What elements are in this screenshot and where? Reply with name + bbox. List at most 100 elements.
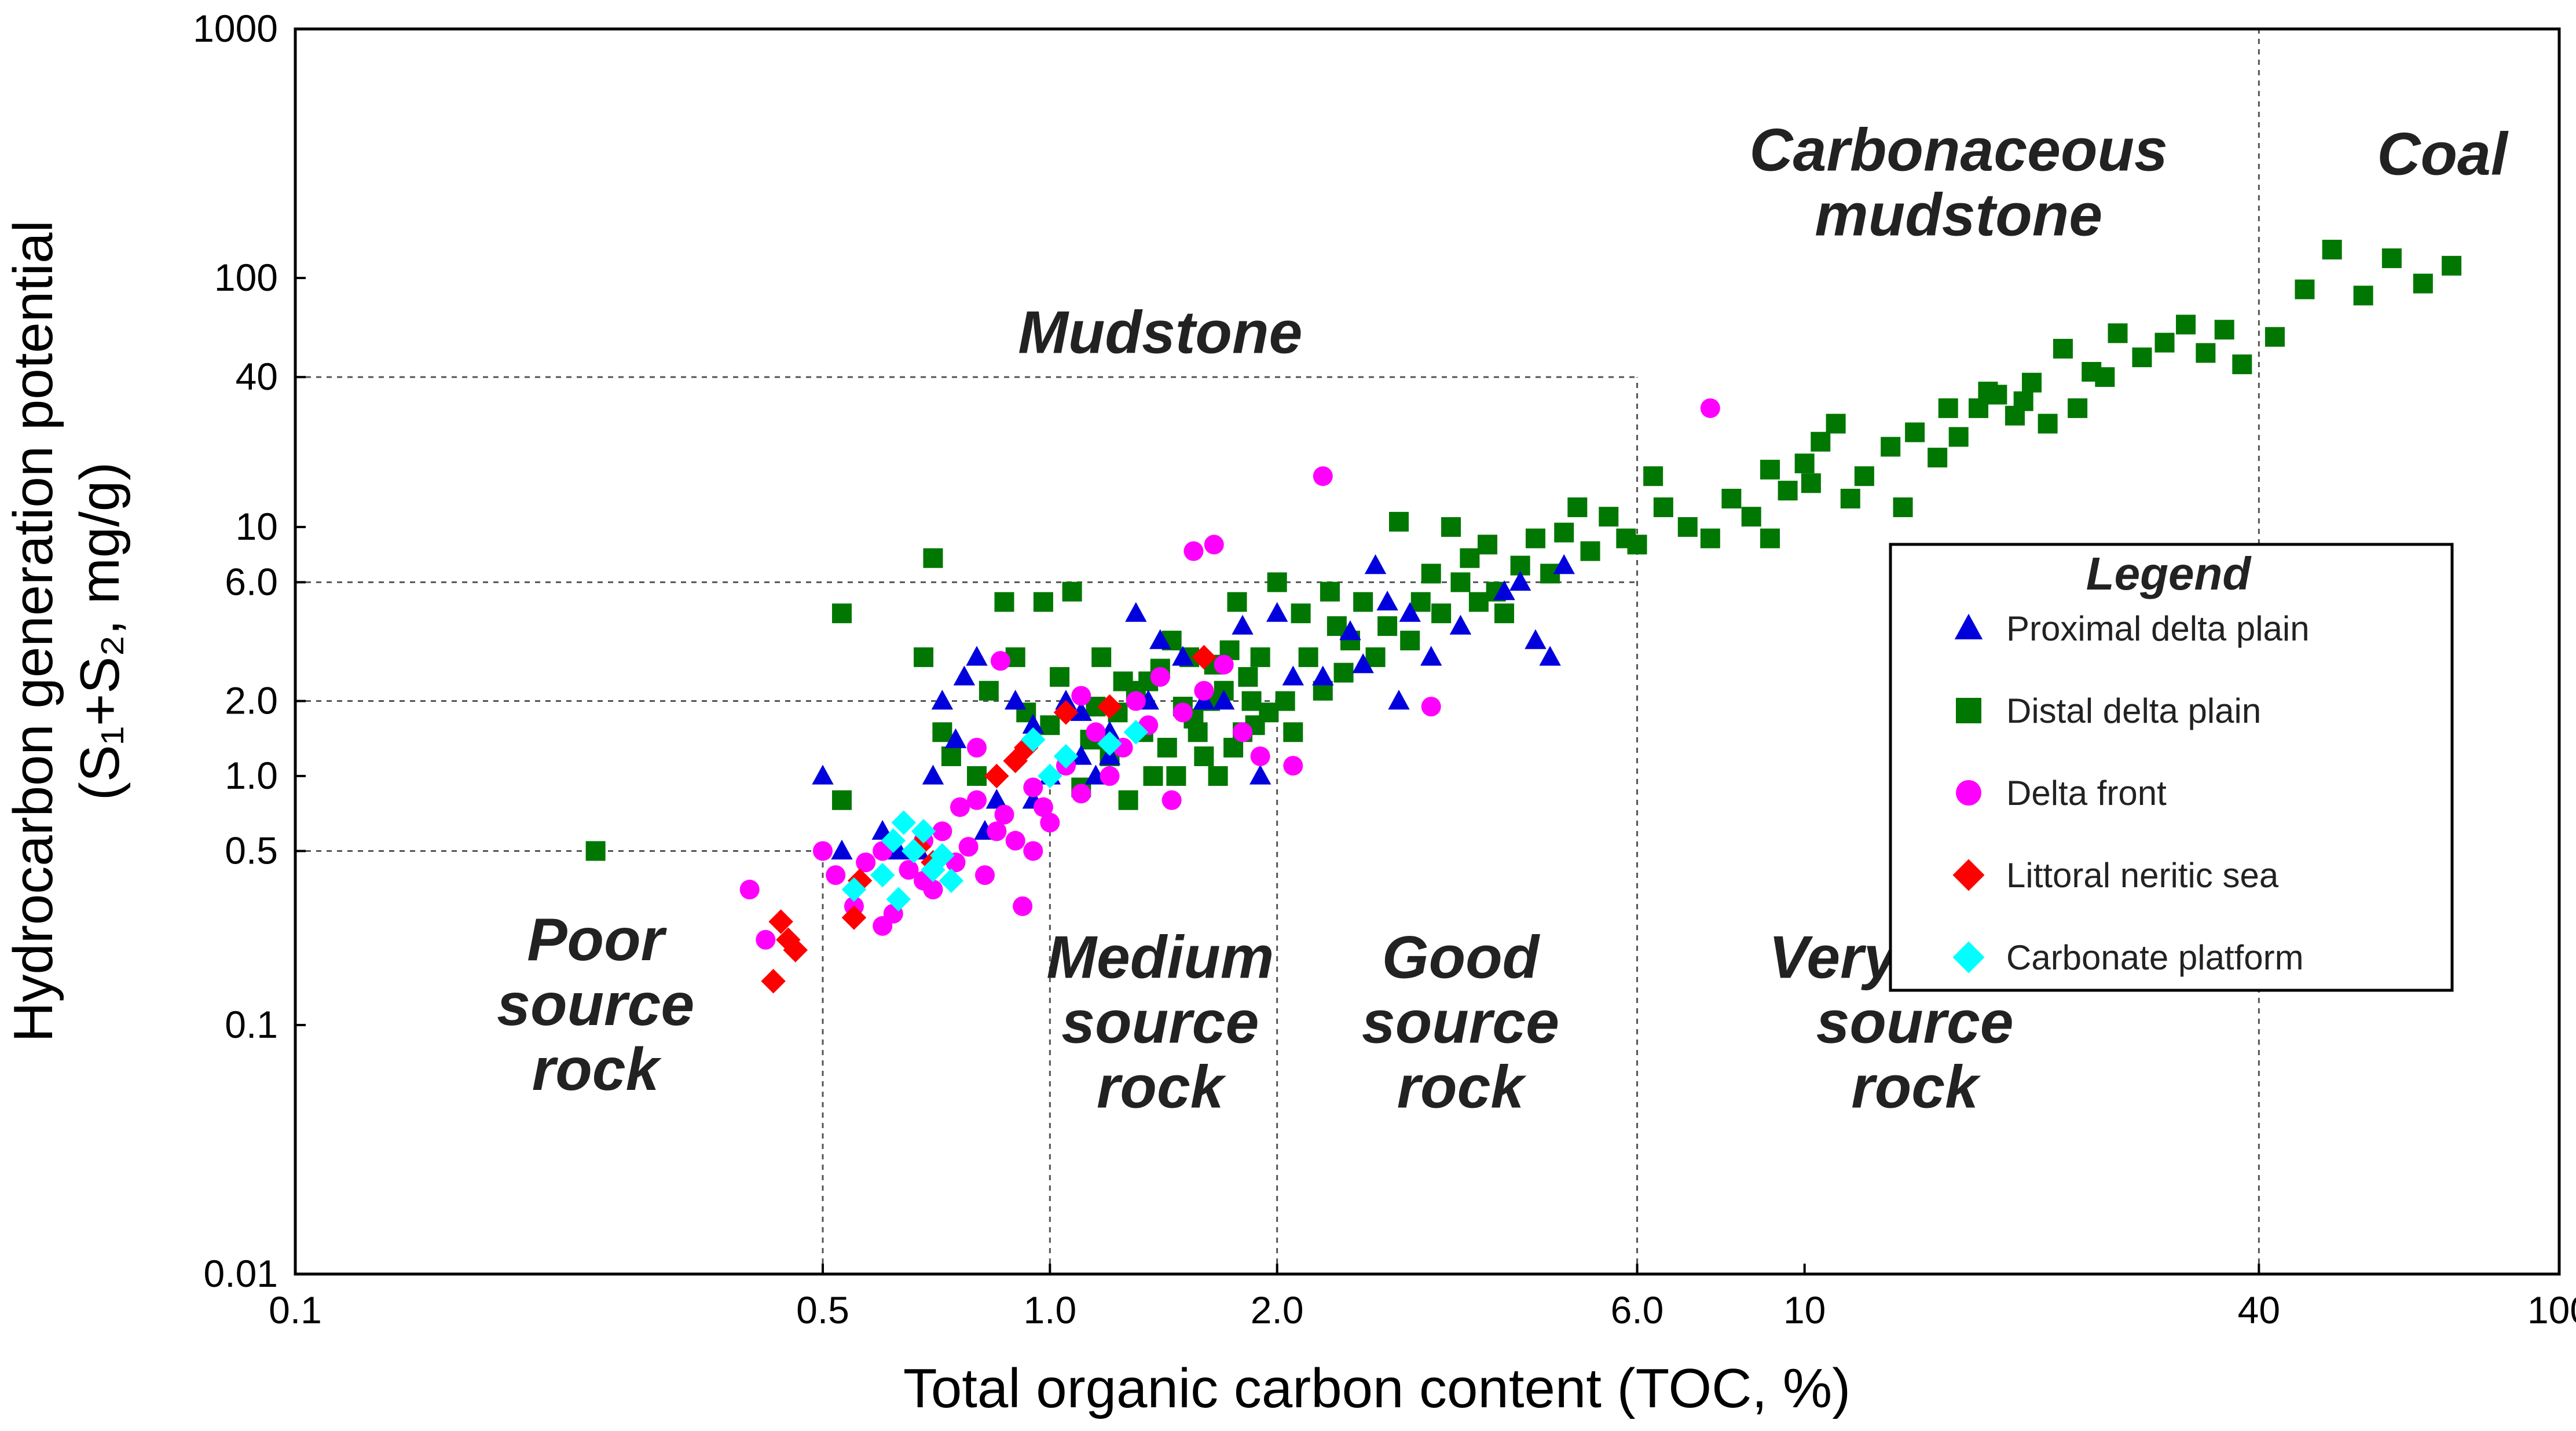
legend-label: Proximal delta plain bbox=[2006, 609, 2310, 648]
point-distal-delta-plain bbox=[1410, 592, 1431, 612]
point-distal-delta-plain bbox=[1333, 663, 1354, 683]
point-delta-front bbox=[1150, 667, 1170, 687]
point-delta-front bbox=[975, 865, 995, 885]
point-distal-delta-plain bbox=[1238, 667, 1258, 687]
point-distal-delta-plain bbox=[1194, 746, 1214, 766]
point-littoral-neritic-sea bbox=[1053, 700, 1079, 725]
point-distal-delta-plain bbox=[994, 592, 1014, 612]
region-label: rock bbox=[1097, 1053, 1227, 1121]
point-distal-delta-plain bbox=[2214, 320, 2234, 340]
point-carbonate-platform bbox=[870, 862, 895, 888]
point-carbonate-platform bbox=[930, 843, 955, 868]
point-delta-front bbox=[1421, 697, 1441, 717]
region-label: source bbox=[1816, 989, 2014, 1056]
point-proximal-delta-plain bbox=[1232, 614, 1254, 635]
region-label: Mudstone bbox=[1018, 299, 1302, 366]
axis-labels: Total organic carbon content (TOC, %) Hy… bbox=[2, 220, 1851, 1419]
point-distal-delta-plain bbox=[1525, 528, 1545, 548]
point-distal-delta-plain bbox=[2413, 273, 2433, 294]
point-distal-delta-plain bbox=[1494, 603, 1515, 624]
region-label: Poor bbox=[527, 906, 667, 973]
point-distal-delta-plain bbox=[585, 841, 606, 861]
point-delta-front bbox=[1313, 466, 1333, 486]
point-distal-delta-plain bbox=[1431, 603, 1452, 624]
region-label: source bbox=[1362, 989, 1559, 1056]
point-proximal-delta-plain bbox=[1509, 570, 1531, 591]
point-proximal-delta-plain bbox=[1125, 602, 1147, 622]
point-delta-front bbox=[1700, 398, 1720, 418]
point-delta-front bbox=[1126, 691, 1146, 711]
axis-ticks: 0.10.51.02.06.010401000.010.10.51.02.06.… bbox=[193, 7, 2576, 1331]
point-distal-delta-plain bbox=[2154, 332, 2175, 353]
point-distal-delta-plain bbox=[1062, 581, 1082, 602]
point-distal-delta-plain bbox=[1580, 541, 1600, 561]
point-distal-delta-plain bbox=[1826, 413, 1846, 434]
point-distal-delta-plain bbox=[1320, 581, 1340, 602]
point-proximal-delta-plain bbox=[1282, 665, 1304, 686]
point-distal-delta-plain bbox=[1778, 481, 1798, 501]
point-proximal-delta-plain bbox=[1449, 614, 1472, 635]
point-delta-front bbox=[1250, 746, 1270, 766]
point-distal-delta-plain bbox=[1760, 459, 1780, 480]
legend-marker bbox=[1956, 698, 1981, 723]
point-distal-delta-plain bbox=[923, 548, 943, 568]
point-distal-delta-plain bbox=[1477, 535, 1497, 555]
point-distal-delta-plain bbox=[1241, 691, 1262, 711]
x-tick-label: 6.0 bbox=[1611, 1289, 1664, 1331]
region-label: rock bbox=[1851, 1053, 1981, 1121]
legend-marker bbox=[1952, 859, 1985, 891]
point-distal-delta-plain bbox=[1091, 647, 1112, 667]
point-distal-delta-plain bbox=[1208, 766, 1228, 786]
point-distal-delta-plain bbox=[1298, 647, 1318, 667]
point-proximal-delta-plain bbox=[1420, 646, 1442, 666]
point-proximal-delta-plain bbox=[922, 764, 944, 785]
legend-box bbox=[1889, 543, 2454, 992]
point-distal-delta-plain bbox=[1643, 466, 1663, 486]
y-tick-label: 0.01 bbox=[204, 1252, 278, 1295]
point-distal-delta-plain bbox=[1928, 448, 1948, 468]
point-proximal-delta-plain bbox=[1553, 554, 1575, 574]
point-distal-delta-plain bbox=[1905, 422, 1925, 442]
point-proximal-delta-plain bbox=[953, 665, 976, 686]
legend-label: Distal delta plain bbox=[2006, 691, 2261, 730]
point-distal-delta-plain bbox=[1421, 563, 1441, 584]
point-distal-delta-plain bbox=[1400, 631, 1420, 651]
point-proximal-delta-plain bbox=[812, 764, 834, 785]
point-proximal-delta-plain bbox=[1212, 690, 1235, 710]
point-distal-delta-plain bbox=[2264, 327, 2285, 347]
point-delta-front bbox=[994, 804, 1014, 825]
region-label: source bbox=[497, 971, 694, 1038]
point-proximal-delta-plain bbox=[1172, 646, 1194, 666]
point-distal-delta-plain bbox=[1377, 616, 1398, 636]
point-proximal-delta-plain bbox=[1352, 653, 1374, 674]
x-tick-label: 40 bbox=[2238, 1289, 2280, 1331]
point-proximal-delta-plain bbox=[1004, 690, 1027, 710]
region-label: Carbonaceous bbox=[1749, 117, 2167, 184]
point-distal-delta-plain bbox=[1460, 548, 1480, 568]
point-carbonate-platform bbox=[891, 810, 916, 835]
point-proximal-delta-plain bbox=[831, 839, 853, 860]
point-distal-delta-plain bbox=[1365, 647, 1386, 667]
region-label: Medium bbox=[1046, 924, 1274, 991]
point-proximal-delta-plain bbox=[1399, 602, 1421, 622]
point-carbonate-platform bbox=[1097, 731, 1122, 756]
point-carbonate-platform bbox=[1021, 727, 1046, 752]
point-distal-delta-plain bbox=[1627, 535, 1647, 555]
y-axis-label-line2: (S₁+S₂, mg/g) bbox=[69, 462, 131, 800]
point-delta-front bbox=[1161, 790, 1182, 810]
point-distal-delta-plain bbox=[1157, 738, 1177, 758]
point-littoral-neritic-sea bbox=[783, 938, 808, 962]
point-delta-front bbox=[1071, 784, 1091, 804]
point-delta-front bbox=[1283, 756, 1303, 776]
point-distal-delta-plain bbox=[2095, 367, 2115, 387]
point-distal-delta-plain bbox=[1291, 603, 1311, 624]
point-delta-front bbox=[873, 916, 893, 936]
point-delta-front bbox=[1100, 766, 1120, 786]
point-delta-front bbox=[1204, 535, 1224, 555]
point-distal-delta-plain bbox=[967, 766, 987, 786]
point-distal-delta-plain bbox=[1267, 572, 1287, 592]
point-delta-front bbox=[1183, 541, 1204, 561]
point-littoral-neritic-sea bbox=[761, 969, 786, 994]
point-delta-front bbox=[826, 865, 846, 885]
region-label: Good bbox=[1382, 924, 1541, 991]
